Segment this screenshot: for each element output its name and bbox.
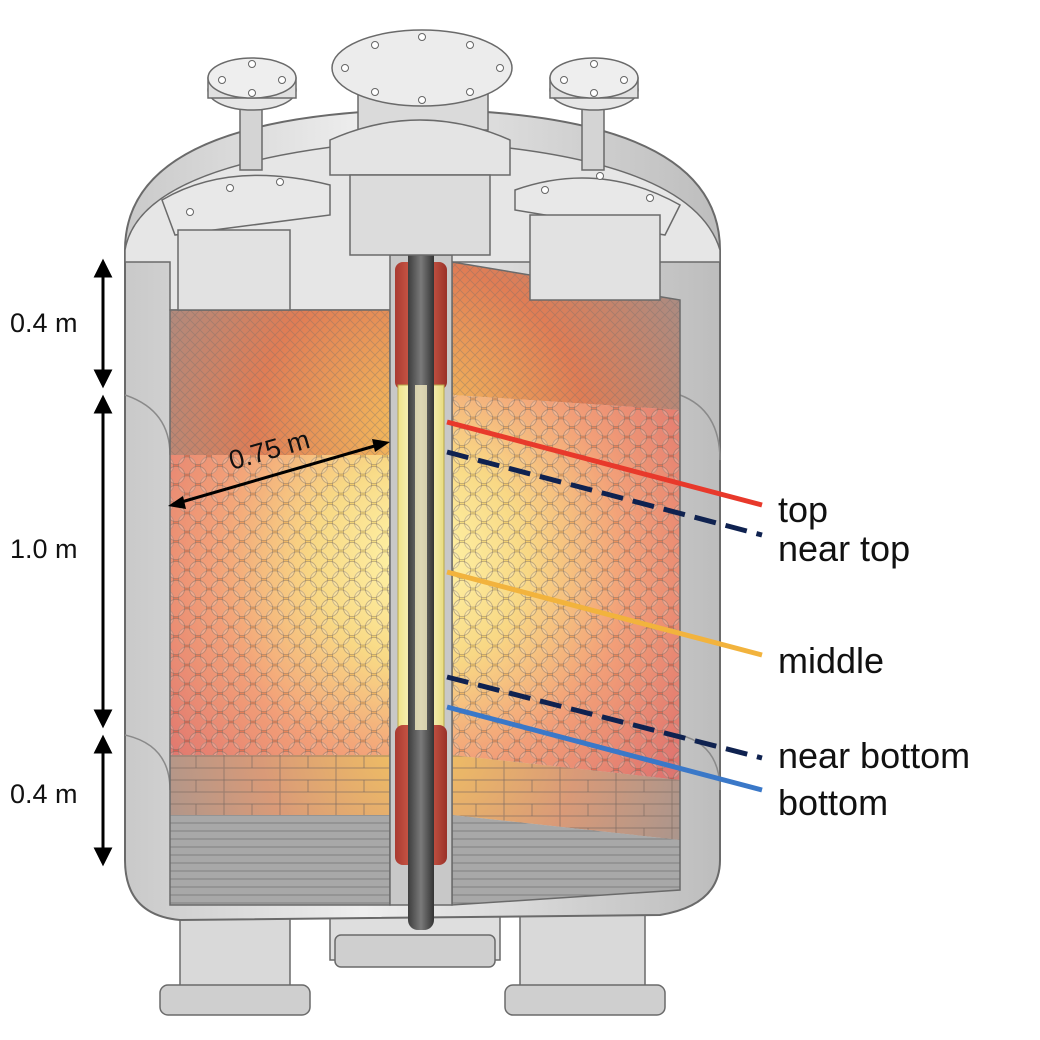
label-lower-zone: 0.4 m — [10, 779, 78, 809]
label-probe-middle: middle — [778, 640, 884, 681]
label-probe-bottom: bottom — [778, 782, 888, 823]
bolt-holes — [186, 33, 654, 216]
label-probe-near-top: near top — [778, 528, 910, 569]
top-nozzles — [161, 29, 681, 311]
label-upper-zone: 0.4 m — [10, 308, 78, 338]
probe-line-top — [446, 419, 763, 508]
label-probe-near-bottom: near bottom — [778, 735, 970, 776]
label-bed-height: 1.0 m — [10, 534, 78, 564]
probe-lines — [446, 419, 763, 793]
probe-line-middle — [446, 569, 763, 658]
probe-line-near-top — [446, 449, 763, 538]
probe-line-bottom — [446, 704, 763, 793]
dimension-arrows — [93, 258, 390, 867]
probe-line-near-bottom — [446, 674, 763, 761]
label-probe-top: top — [778, 489, 828, 530]
